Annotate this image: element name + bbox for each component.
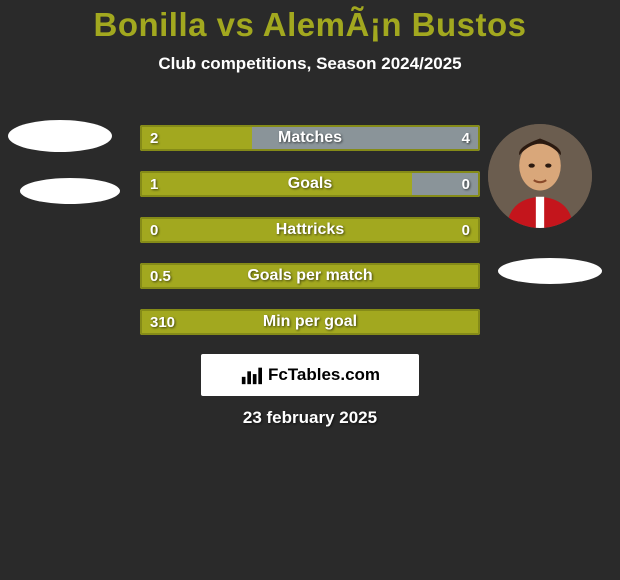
bar-row: 24Matches	[140, 125, 480, 151]
player-left-avatar-2	[20, 178, 120, 204]
bar-row: 310Min per goal	[140, 309, 480, 335]
comparison-bars: 24Matches 10Goals 00Hattricks 0.5Goals per …	[140, 125, 480, 355]
bar-label: Goals	[140, 171, 480, 197]
page-subtitle: Club competitions, Season 2024/2025	[0, 54, 620, 74]
player-right-avatar-2	[498, 258, 602, 284]
bar-row: 10Goals	[140, 171, 480, 197]
bar-label: Min per goal	[140, 309, 480, 335]
bar-row: 00Hattricks	[140, 217, 480, 243]
player-photo-icon	[488, 124, 592, 228]
bar-row: 0.5Goals per match	[140, 263, 480, 289]
date-label: 23 february 2025	[0, 408, 620, 428]
page-title: Bonilla vs AlemÃ¡n Bustos	[0, 0, 620, 44]
bar-label: Hattricks	[140, 217, 480, 243]
branding-badge: FcTables.com	[201, 354, 419, 396]
player-right-avatar	[488, 124, 592, 228]
bar-label: Matches	[140, 125, 480, 151]
bars-icon	[240, 364, 262, 386]
bar-label: Goals per match	[140, 263, 480, 289]
branding-text: FcTables.com	[268, 365, 380, 385]
player-left-avatar-1	[8, 120, 112, 152]
